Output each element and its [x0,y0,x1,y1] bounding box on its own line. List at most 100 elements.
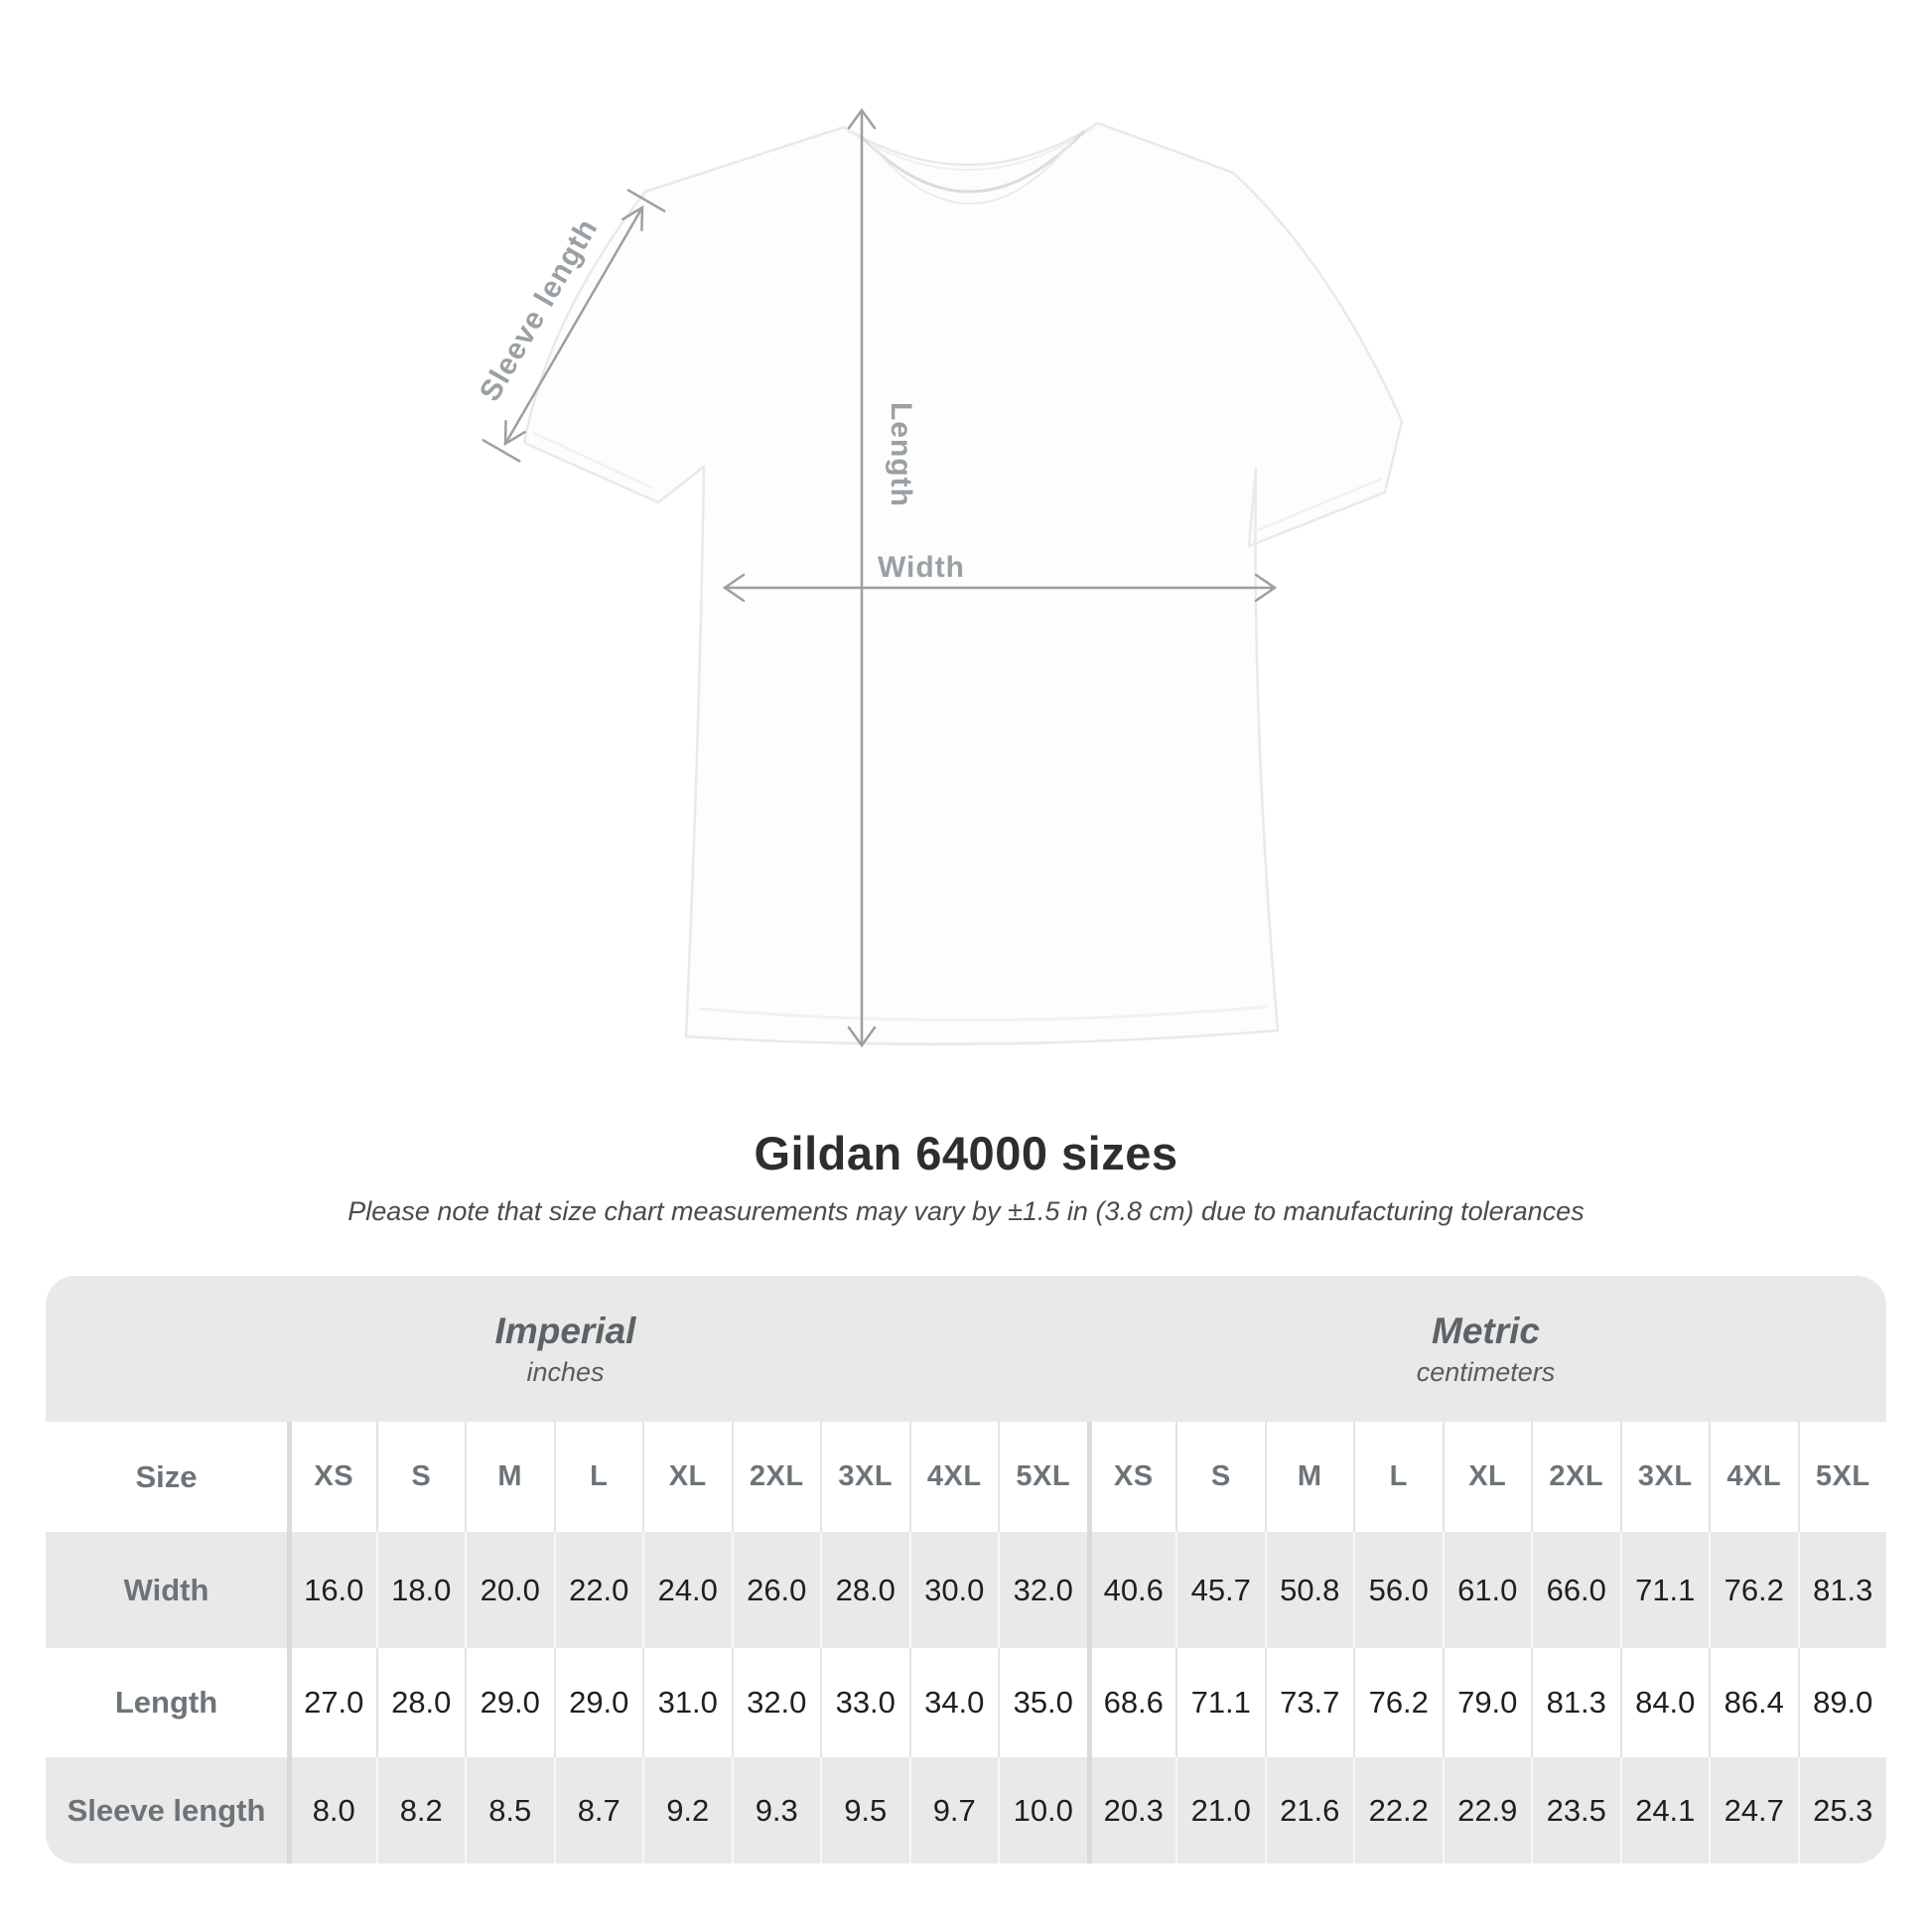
length-label: Length [885,402,917,507]
value-cell: 32.0 [731,1648,821,1757]
imperial-label: Imperial [494,1310,636,1351]
value-cell: 23.5 [1531,1757,1620,1863]
value-cell: 21.0 [1175,1757,1265,1863]
row-label: Length [114,1685,218,1720]
value-cell: 20.3 [1086,1757,1176,1863]
size-col-header: XL [1442,1422,1532,1532]
size-col-header: 2XL [731,1422,821,1532]
value-cell: 8.7 [553,1757,643,1863]
size-col-header: XL [642,1422,732,1532]
value-cell: 20.0 [465,1532,554,1648]
tshirt-measurement-diagram: Sleeve length Length Width [474,107,1404,1048]
value-cell: 21.6 [1264,1757,1354,1863]
value-cell: 86.4 [1709,1648,1798,1757]
size-col-header: 4XL [1709,1422,1798,1532]
left-cuff-seam [533,431,654,490]
page-title: Gildan 64000 sizes [754,1127,1178,1179]
value-cell: 31.0 [642,1648,732,1757]
metric-label: Metric [1432,1310,1540,1351]
size-col-header: 3XL [1619,1422,1710,1532]
value-cell: 9.7 [908,1757,999,1863]
metric-unit: centimeters [1416,1356,1556,1387]
size-col-header: 2XL [1531,1422,1620,1532]
size-col-header: S [1175,1422,1265,1532]
value-cell: 76.2 [1353,1648,1443,1757]
size-col-header: XS [1086,1422,1176,1532]
value-cell: 10.0 [998,1757,1087,1863]
unit-header-row: Imperial inches Metric centimeters [46,1276,1886,1422]
size-col-header: XS [287,1422,376,1532]
value-cell: 24.7 [1709,1757,1798,1863]
value-cell: 81.3 [1531,1648,1620,1757]
value-cell: 34.0 [908,1648,999,1757]
value-cell: 79.0 [1442,1648,1532,1757]
value-cell: 50.8 [1264,1532,1354,1648]
value-cell: 27.0 [287,1648,376,1757]
width-arrow [722,573,1278,603]
value-cell: 28.0 [820,1532,909,1648]
value-cell: 8.0 [287,1757,376,1863]
value-cell: 8.5 [465,1757,554,1863]
value-cell: 30.0 [908,1532,999,1648]
size-col-header: L [553,1422,643,1532]
size-col-header: 4XL [908,1422,999,1532]
size-col-header: 5XL [1797,1422,1887,1532]
width-label: Width [878,551,965,584]
size-col-header: M [1264,1422,1354,1532]
size-col-header: 5XL [998,1422,1087,1532]
value-cell: 22.9 [1442,1757,1532,1863]
size-col-header: L [1353,1422,1443,1532]
imperial-unit: inches [526,1356,605,1387]
value-cell: 29.0 [553,1648,643,1757]
value-cell: 76.2 [1709,1532,1798,1648]
size-header-row: Size XS S M L XL 2XL 3XL 4XL 5XL XS S M … [46,1422,1886,1532]
value-cell: 22.2 [1353,1757,1443,1863]
sleeve-length-arrow [482,189,666,463]
value-cell: 33.0 [820,1648,909,1757]
value-cell: 9.3 [731,1757,821,1863]
value-cell: 66.0 [1531,1532,1620,1648]
value-cell: 61.0 [1442,1532,1532,1648]
value-cell: 40.6 [1086,1532,1176,1648]
value-cell: 8.2 [375,1757,466,1863]
row-label: Sleeve length [67,1792,266,1828]
value-cell: 45.7 [1175,1532,1265,1648]
tolerance-note: Please note that size chart measurements… [347,1196,1585,1226]
value-cell: 89.0 [1797,1648,1887,1757]
unit-header-metric: Metric centimeters [1085,1276,1886,1422]
size-header-cell: Size [135,1458,198,1494]
value-cell: 71.1 [1619,1532,1710,1648]
collar-ribbing [869,138,1075,205]
length-arrow [847,107,877,1048]
size-table: Imperial inches Metric centimeters Size … [46,1276,1886,1863]
table-row-length: Length 27.0 28.0 29.0 29.0 31.0 32.0 33.… [46,1648,1886,1757]
value-cell: 28.0 [375,1648,466,1757]
heading-block: Gildan 64000 sizes Please note that size… [0,1126,1932,1227]
value-cell: 25.3 [1797,1757,1887,1863]
value-cell: 56.0 [1353,1532,1443,1648]
collar-outer-seam [847,126,1095,171]
value-cell: 81.3 [1797,1532,1887,1648]
value-cell: 35.0 [998,1648,1087,1757]
size-col-header: 3XL [820,1422,909,1532]
value-cell: 26.0 [731,1532,821,1648]
size-col-header: S [375,1422,466,1532]
collar-inner-edge [858,129,1086,194]
value-cell: 9.2 [642,1757,732,1863]
value-cell: 24.1 [1619,1757,1710,1863]
value-cell: 32.0 [998,1532,1087,1648]
row-label: Width [123,1572,209,1607]
value-cell: 24.0 [642,1532,732,1648]
size-col-header: M [465,1422,554,1532]
tshirt-illustration [522,121,1404,1045]
value-cell: 22.0 [553,1532,643,1648]
unit-header-imperial: Imperial inches [46,1276,1085,1422]
value-cell: 9.5 [820,1757,909,1863]
bottom-hem-seam [698,1005,1268,1022]
value-cell: 73.7 [1264,1648,1354,1757]
value-cell: 18.0 [375,1532,466,1648]
value-cell: 71.1 [1175,1648,1265,1757]
table-row-width: Width 16.0 18.0 20.0 22.0 24.0 26.0 28.0… [46,1532,1886,1648]
value-cell: 84.0 [1619,1648,1710,1757]
